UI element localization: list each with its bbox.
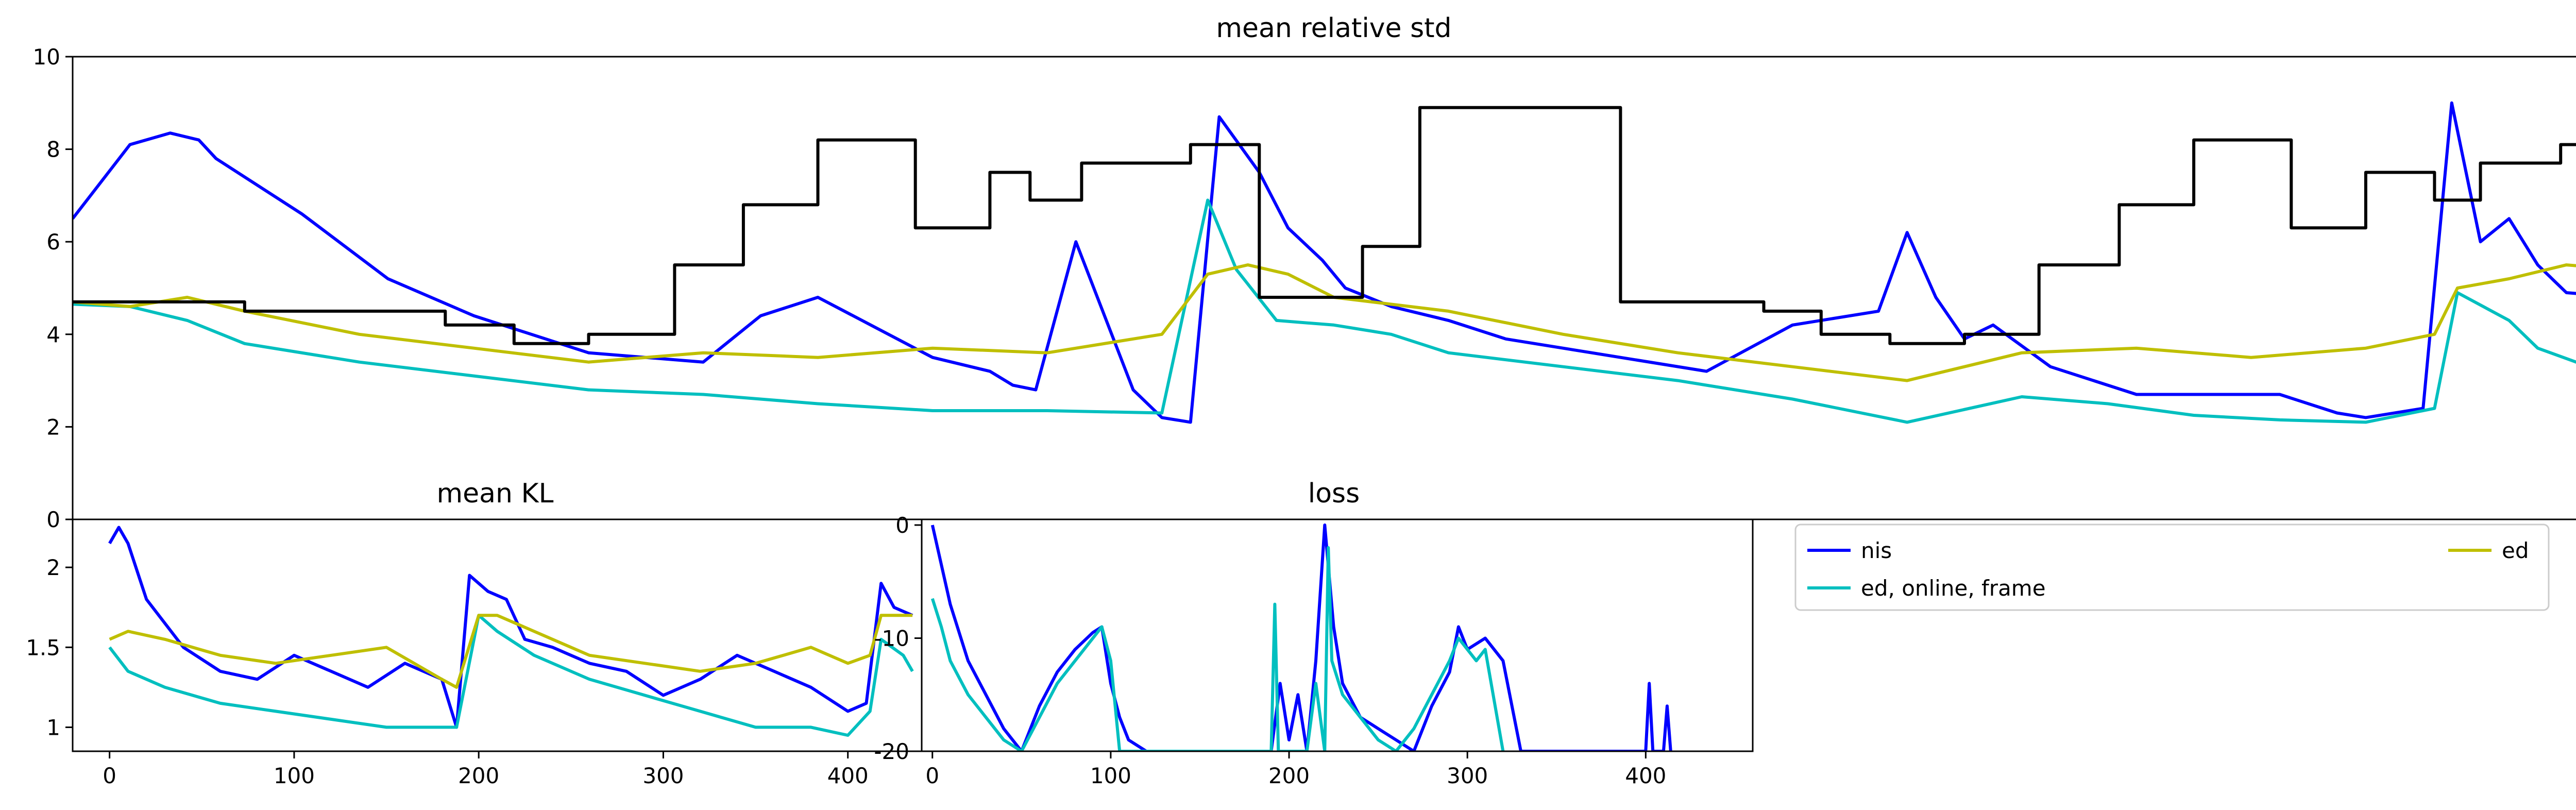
mean-relative-std-panel: mean relative std 0 2 4 6 8 10 [33,13,2576,532]
y-tick-label: -20 [874,739,909,764]
y-tick-label: 0 [895,513,909,538]
mean-kl-title: mean KL [436,478,553,509]
y-tick-label: 2 [46,555,60,580]
x-tick-label: 0 [925,763,939,788]
series-line-ed-online-frame-1 [108,614,914,737]
x-tick-label: 100 [1090,763,1131,788]
mean-kl-panel: mean KL 1 1.5 2 0 100 200 300 400 [26,478,923,788]
legend: nis ed, online, frame ed [1794,524,2550,611]
x-tick-label: 400 [827,763,869,788]
legend-box [1794,524,2550,611]
x-tick-label: 300 [1447,763,1488,788]
series-line-nis-0 [73,101,2576,424]
series-line-ed-1 [109,614,913,689]
y-tick-label: 2 [46,414,60,440]
y-tick-label: 10 [33,44,60,70]
x-tick-label: 0 [103,763,116,788]
x-tick-label: 300 [642,763,684,788]
legend-label-nis: nis [1861,538,1892,563]
series-line-ed-0 [73,263,2576,382]
y-tick-label: 0 [46,507,60,532]
legend-label-ed-online-frame: ed, online, frame [1861,576,2046,601]
y-tick-label: -10 [874,626,909,651]
y-tick-label: 1 [46,715,60,740]
series-line-ed-online-frame-0 [73,198,2576,424]
series-line-step-0 [73,106,2576,345]
y-tick-label: 6 [46,229,60,255]
y-tick-label: 8 [46,137,60,162]
x-tick-label: 400 [1625,763,1666,788]
legend-label-ed: ed [2502,538,2529,563]
x-tick-label: 200 [1268,763,1310,788]
y-tick-label: 4 [46,322,60,347]
loss-panel: loss 0 -10 -20 0 100 200 300 400 [874,478,1754,788]
loss-frame [921,518,1754,752]
loss-title: loss [1308,478,1360,509]
y-tick-label: 1.5 [26,635,60,660]
series-line-nis-1 [108,526,913,729]
x-tick-label: 200 [458,763,499,788]
mean-relative-std-title: mean relative std [1216,13,1451,44]
x-tick-label: 100 [274,763,315,788]
series-line-ed-online-frame-2 [930,546,1505,751]
series-line-nis-2 [930,524,1672,751]
